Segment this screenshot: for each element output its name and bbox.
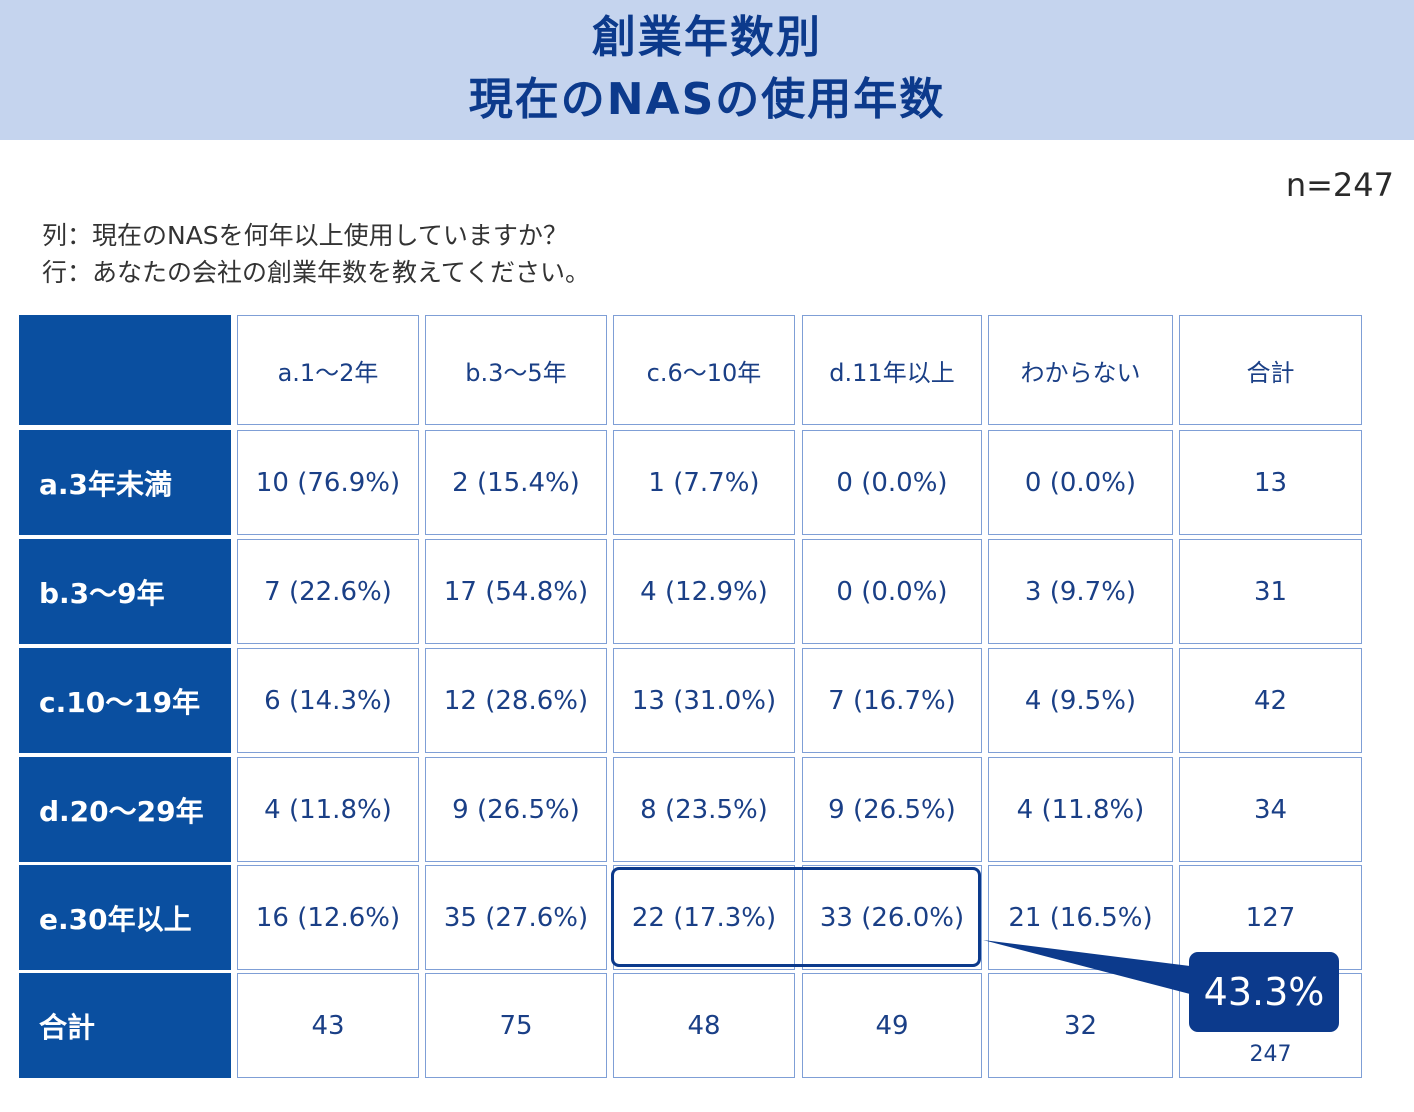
data-cell: 7 (16.7%) xyxy=(802,648,982,753)
total-cell: 42 xyxy=(1179,648,1362,753)
data-cell: 0 (0.0%) xyxy=(802,430,982,535)
data-cell: 48 xyxy=(613,973,795,1078)
data-cell: 32 xyxy=(988,973,1173,1078)
data-cell: 9 (26.5%) xyxy=(425,757,607,862)
data-cell: 75 xyxy=(425,973,607,1078)
data-cell: 33 (26.0%) xyxy=(802,865,982,970)
row-header: b.3〜9年 xyxy=(19,539,231,644)
data-cell: 6 (14.3%) xyxy=(237,648,419,753)
row-header: c.10〜19年 xyxy=(19,648,231,753)
data-cell: 49 xyxy=(802,973,982,1078)
highlight-box xyxy=(611,867,981,967)
total-cell: 34 xyxy=(1179,757,1362,862)
sample-size: n=247 xyxy=(1285,166,1394,204)
data-cell: 22 (17.3%) xyxy=(613,865,795,970)
row-header: a.3年未満 xyxy=(19,430,231,535)
row-question: 行：あなたの会社の創業年数を教えてください。 xyxy=(42,258,591,287)
grand-total: 247 xyxy=(1249,1042,1292,1067)
data-cell: 2 (15.4%) xyxy=(425,430,607,535)
data-cell: 16 (12.6%) xyxy=(237,865,419,970)
data-cell: 7 (22.6%) xyxy=(237,539,419,644)
data-cell: 21 (16.5%) xyxy=(988,865,1173,970)
data-cell: 4 (11.8%) xyxy=(237,757,419,862)
data-cell: 4 (9.5%) xyxy=(988,648,1173,753)
data-cell: 4 (11.8%) xyxy=(988,757,1173,862)
title-banner xyxy=(0,0,1414,140)
total-cell: 13 xyxy=(1179,430,1362,535)
data-cell: 35 (27.6%) xyxy=(425,865,607,970)
row-header: e.30年以上 xyxy=(19,865,231,970)
total-cell: 31 xyxy=(1179,539,1362,644)
data-cell: 12 (28.6%) xyxy=(425,648,607,753)
column-header: b.3〜5年 xyxy=(425,315,607,425)
table-corner xyxy=(19,315,231,425)
page-subtitle: 現在のNASの使用年数 xyxy=(468,74,946,125)
data-cell: 4 (12.9%) xyxy=(613,539,795,644)
data-cell: 43 xyxy=(237,973,419,1078)
data-cell: 8 (23.5%) xyxy=(613,757,795,862)
column-header: わからない xyxy=(988,315,1173,425)
data-cell: 10 (76.9%) xyxy=(237,430,419,535)
data-cell: 1 (7.7%) xyxy=(613,430,795,535)
data-cell: 17 (54.8%) xyxy=(425,539,607,644)
data-cell: 9 (26.5%) xyxy=(802,757,982,862)
column-question: 列：現在のNASを何年以上使用していますか？ xyxy=(42,221,568,250)
row-header: d.20〜29年 xyxy=(19,757,231,862)
column-header: 合計 xyxy=(1179,315,1362,425)
column-header: d.11年以上 xyxy=(802,315,982,425)
data-cell: 0 (0.0%) xyxy=(988,430,1173,535)
column-header: a.1〜2年 xyxy=(237,315,419,425)
data-cell: 13 (31.0%) xyxy=(613,648,795,753)
highlight-callout: 43.3% xyxy=(1189,952,1339,1032)
page-title: 創業年数別 xyxy=(592,12,822,63)
row-header: 合計 xyxy=(19,973,231,1078)
data-cell: 0 (0.0%) xyxy=(802,539,982,644)
data-cell: 3 (9.7%) xyxy=(988,539,1173,644)
column-header: c.6〜10年 xyxy=(613,315,795,425)
